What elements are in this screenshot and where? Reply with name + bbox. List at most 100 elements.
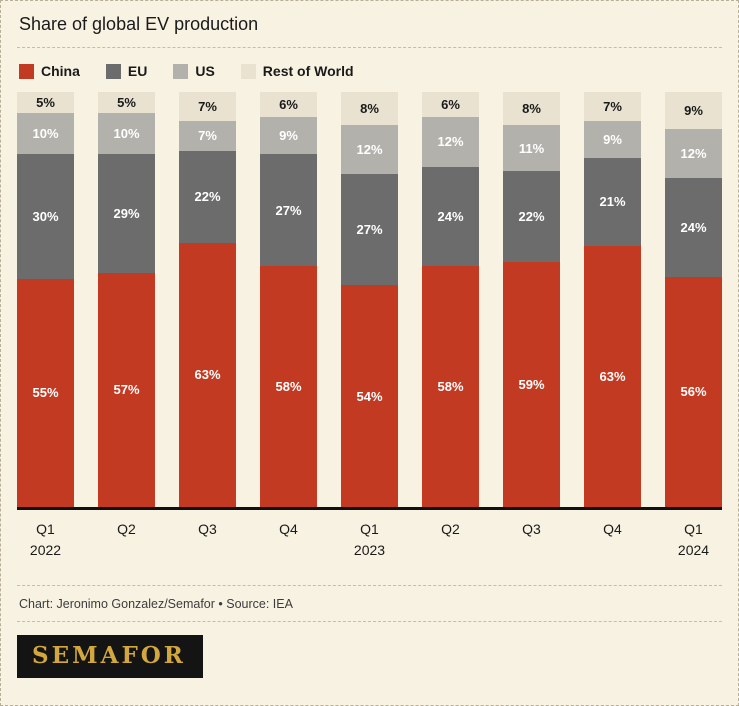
segment-value-label: 63%: [194, 367, 221, 383]
stacked-bar: 5% 10% 29% 57%: [98, 92, 155, 507]
segment-eu: 29%: [98, 153, 155, 273]
segment-value-label: 22%: [194, 189, 221, 205]
segment-value-label: 6%: [441, 96, 460, 112]
segment-china: 63%: [584, 245, 641, 507]
x-axis-label: Q3: [198, 521, 217, 537]
segment-value-label: 8%: [360, 100, 379, 116]
legend: China EU US Rest of World: [17, 48, 722, 92]
legend-item-eu: EU: [105, 63, 148, 79]
legend-label: US: [195, 63, 215, 79]
segment-us: 9%: [260, 116, 317, 155]
segment-value-label: 58%: [437, 379, 464, 395]
chart-title: Share of global EV production: [17, 1, 722, 48]
stacked-bar: 6% 9% 27% 58%: [260, 92, 317, 507]
stacked-bar: 9% 12% 24% 56%: [665, 92, 722, 507]
segment-value-label: 9%: [684, 102, 703, 118]
segment-value-label: 7%: [198, 99, 217, 115]
segment-value-label: 56%: [680, 384, 707, 400]
segment-eu: 22%: [503, 170, 560, 263]
segment-value-label: 8%: [522, 101, 541, 117]
segment-value-label: 10%: [32, 126, 59, 141]
segment-value-label: 29%: [113, 205, 140, 221]
segment-value-label: 5%: [117, 94, 136, 110]
segment-rest-of-world: 5%: [98, 92, 155, 113]
segment-rest-of-world: 6%: [422, 92, 479, 117]
chart-credit: Chart: Jeronimo Gonzalez/Semafor • Sourc…: [17, 586, 722, 622]
segment-us: 9%: [584, 121, 641, 159]
x-axis-label: Q4: [603, 521, 622, 537]
legend-label: Rest of World: [262, 63, 354, 79]
segment-value-label: 54%: [356, 388, 383, 404]
segment-eu: 30%: [17, 154, 74, 279]
segment-value-label: 10%: [113, 125, 140, 141]
segment-rest-of-world: 8%: [341, 92, 398, 125]
semafor-logo: SEMAFOR: [17, 635, 203, 678]
stacked-bar-chart: 5% 10% 30% 55% 5% 10% 29% 57% 7% 7% 22% 63% 6% 9% 27% 5…: [17, 92, 722, 561]
segment-rest-of-world: 7%: [179, 92, 236, 122]
legend-item-us: US: [173, 63, 215, 79]
segment-eu: 22%: [179, 150, 236, 243]
segment-value-label: 9%: [603, 132, 622, 148]
bars-row: 5% 10% 30% 55% 5% 10% 29% 57% 7% 7% 22% 63% 6% 9% 27% 5…: [17, 92, 722, 510]
segment-value-label: 30%: [32, 209, 59, 224]
segment-us: 12%: [665, 128, 722, 179]
segment-value-label: 24%: [680, 220, 707, 236]
segment-value-label: 22%: [518, 208, 545, 224]
segment-value-label: 27%: [275, 202, 302, 218]
legend-swatch: [105, 63, 121, 79]
x-axis-label: Q1 2023: [353, 521, 386, 558]
segment-value-label: 12%: [437, 134, 464, 150]
segment-value-label: 55%: [32, 385, 59, 401]
segment-value-label: 21%: [599, 194, 626, 210]
x-axis-label: Q4: [279, 521, 298, 537]
segment-china: 57%: [98, 272, 155, 507]
segment-value-label: 7%: [198, 128, 217, 144]
segment-value-label: 9%: [279, 128, 298, 144]
segment-value-label: 59%: [518, 377, 545, 393]
footer-divider: [17, 585, 722, 586]
stacked-bar: 8% 11% 22% 59%: [503, 92, 560, 507]
segment-value-label: 5%: [36, 94, 55, 110]
x-axis-label: Q2: [117, 521, 136, 537]
segment-us: 10%: [17, 112, 74, 155]
segment-china: 58%: [422, 266, 479, 507]
segment-china: 59%: [503, 262, 560, 507]
segment-eu: 21%: [584, 158, 641, 246]
x-axis-labels: Q1 2022 Q2 Q3 Q4 Q1 2023 Q2 Q3 Q4 Q1 2024: [17, 510, 722, 561]
segment-us: 12%: [341, 124, 398, 175]
segment-china: 56%: [665, 276, 722, 507]
legend-swatch: [173, 63, 189, 79]
segment-value-label: 7%: [603, 99, 622, 115]
segment-us: 11%: [503, 125, 560, 171]
legend-swatch: [240, 63, 256, 79]
stacked-bar: 6% 12% 24% 58%: [422, 92, 479, 507]
segment-eu: 27%: [260, 154, 317, 267]
segment-eu: 24%: [422, 166, 479, 267]
segment-us: 12%: [422, 116, 479, 167]
segment-value-label: 12%: [680, 146, 707, 162]
stacked-bar: 7% 9% 21% 63%: [584, 92, 641, 507]
x-axis-label: Q2: [441, 521, 460, 537]
segment-rest-of-world: 6%: [260, 92, 317, 117]
stacked-bar: 7% 7% 22% 63%: [179, 92, 236, 507]
segment-value-label: 12%: [356, 142, 383, 157]
segment-rest-of-world: 7%: [584, 92, 641, 122]
segment-china: 55%: [17, 278, 74, 507]
segment-eu: 24%: [665, 178, 722, 277]
x-axis-label: Q3: [522, 521, 541, 537]
x-axis-label: Q1 2022: [29, 521, 62, 558]
x-axis-label: Q1 2024: [677, 521, 710, 558]
segment-value-label: 6%: [279, 96, 298, 112]
legend-label: China: [41, 63, 80, 79]
stacked-bar: 8% 12% 27% 54%: [341, 92, 398, 507]
legend-label: EU: [127, 63, 148, 79]
segment-value-label: 58%: [275, 379, 302, 395]
segment-rest-of-world: 9%: [665, 92, 722, 129]
segment-us: 10%: [98, 112, 155, 154]
legend-item-china: China: [19, 63, 80, 79]
segment-china: 63%: [179, 242, 236, 507]
stacked-bar: 5% 10% 30% 55%: [17, 92, 74, 507]
legend-swatch: [19, 63, 34, 79]
segment-rest-of-world: 5%: [17, 92, 74, 113]
